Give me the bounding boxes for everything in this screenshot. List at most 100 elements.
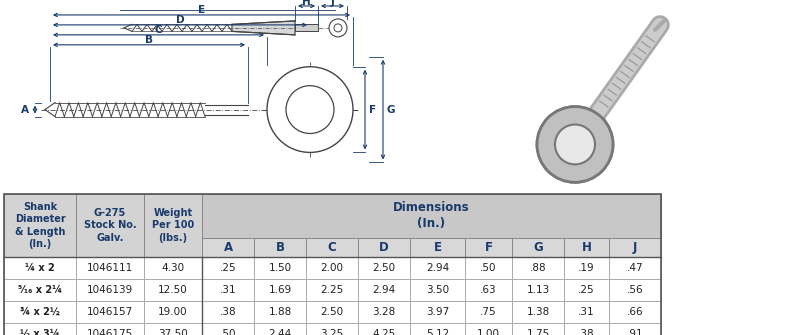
Text: 1046111: 1046111 — [87, 263, 133, 273]
Circle shape — [286, 86, 334, 133]
Circle shape — [555, 125, 595, 164]
Bar — [609, 257, 661, 279]
Text: E: E — [198, 5, 205, 15]
Text: C: C — [327, 241, 337, 254]
Text: 4.30: 4.30 — [162, 263, 184, 273]
Bar — [609, 301, 661, 323]
Bar — [76, 301, 144, 323]
Text: ¼ x 2: ¼ x 2 — [25, 263, 55, 273]
Bar — [410, 323, 465, 335]
Bar — [512, 238, 564, 257]
Bar — [202, 257, 254, 279]
Bar — [465, 257, 512, 279]
Bar — [306, 323, 358, 335]
Circle shape — [329, 19, 347, 37]
Text: A: A — [21, 105, 29, 115]
Text: 19.00: 19.00 — [159, 307, 188, 317]
Text: 2.94: 2.94 — [372, 285, 396, 295]
Bar — [144, 257, 202, 279]
Bar — [410, 238, 465, 257]
Text: 1046157: 1046157 — [87, 307, 133, 317]
Bar — [306, 238, 358, 257]
Text: 3.25: 3.25 — [320, 329, 344, 335]
Text: ½ x 3¼: ½ x 3¼ — [20, 329, 60, 335]
Text: .38: .38 — [579, 329, 595, 335]
Bar — [144, 194, 202, 257]
Bar — [254, 323, 306, 335]
Text: .91: .91 — [626, 329, 644, 335]
Bar — [564, 279, 609, 301]
Bar — [76, 323, 144, 335]
Text: .50: .50 — [220, 329, 236, 335]
Text: F: F — [370, 105, 377, 115]
Bar — [4, 323, 76, 335]
Bar — [295, 24, 318, 31]
Text: 2.44: 2.44 — [268, 329, 291, 335]
Text: 4.25: 4.25 — [372, 329, 396, 335]
Bar — [254, 257, 306, 279]
Bar — [465, 238, 512, 257]
Text: 2.50: 2.50 — [320, 307, 344, 317]
Bar — [306, 301, 358, 323]
Text: .19: .19 — [579, 263, 595, 273]
Bar — [358, 323, 410, 335]
Bar — [512, 323, 564, 335]
Text: 1.13: 1.13 — [527, 285, 550, 295]
Text: ¾ x 2½: ¾ x 2½ — [20, 307, 60, 317]
Text: H: H — [582, 241, 591, 254]
Text: .75: .75 — [480, 307, 497, 317]
Text: 3.50: 3.50 — [426, 285, 449, 295]
Text: D: D — [176, 15, 184, 25]
Bar — [306, 257, 358, 279]
Text: G: G — [533, 241, 543, 254]
Text: Weight
Per 100
(lbs.): Weight Per 100 (lbs.) — [152, 208, 194, 243]
Bar — [4, 194, 76, 257]
Polygon shape — [232, 21, 295, 35]
Text: .66: .66 — [626, 307, 644, 317]
Circle shape — [334, 24, 342, 32]
Bar — [202, 194, 661, 238]
Bar — [358, 279, 410, 301]
Bar — [410, 279, 465, 301]
Text: Dimensions
(In.): Dimensions (In.) — [393, 201, 469, 230]
Text: 1046175: 1046175 — [87, 329, 133, 335]
Bar — [202, 238, 254, 257]
Text: ⁵⁄₁₆ x 2¼: ⁵⁄₁₆ x 2¼ — [18, 285, 62, 295]
Text: F: F — [484, 241, 492, 254]
Text: B: B — [145, 35, 153, 45]
Bar — [410, 257, 465, 279]
Text: 1.75: 1.75 — [527, 329, 550, 335]
Bar — [465, 301, 512, 323]
Bar — [609, 279, 661, 301]
Text: J: J — [330, 0, 334, 7]
Text: 1.69: 1.69 — [268, 285, 291, 295]
Text: 2.94: 2.94 — [426, 263, 449, 273]
Bar — [564, 238, 609, 257]
Text: .63: .63 — [480, 285, 497, 295]
Text: 37.50: 37.50 — [158, 329, 188, 335]
Bar — [144, 301, 202, 323]
Bar — [202, 323, 254, 335]
Bar — [76, 257, 144, 279]
Text: 3.97: 3.97 — [426, 307, 449, 317]
Text: 1.50: 1.50 — [268, 263, 291, 273]
Bar — [144, 323, 202, 335]
Text: A: A — [224, 241, 232, 254]
Text: C: C — [155, 25, 162, 35]
Text: E: E — [433, 241, 441, 254]
Bar — [254, 238, 306, 257]
Text: 1.38: 1.38 — [527, 307, 550, 317]
Text: 1.88: 1.88 — [268, 307, 291, 317]
Text: G-275
Stock No.
Galv.: G-275 Stock No. Galv. — [84, 208, 137, 243]
Text: B: B — [276, 241, 284, 254]
Text: H: H — [302, 0, 311, 7]
Circle shape — [537, 107, 613, 182]
Text: 1.00: 1.00 — [477, 329, 500, 335]
Text: .31: .31 — [579, 307, 595, 317]
Bar — [4, 257, 76, 279]
Circle shape — [537, 107, 613, 182]
Text: .31: .31 — [220, 285, 236, 295]
Bar — [512, 279, 564, 301]
Bar — [358, 238, 410, 257]
Bar — [410, 301, 465, 323]
